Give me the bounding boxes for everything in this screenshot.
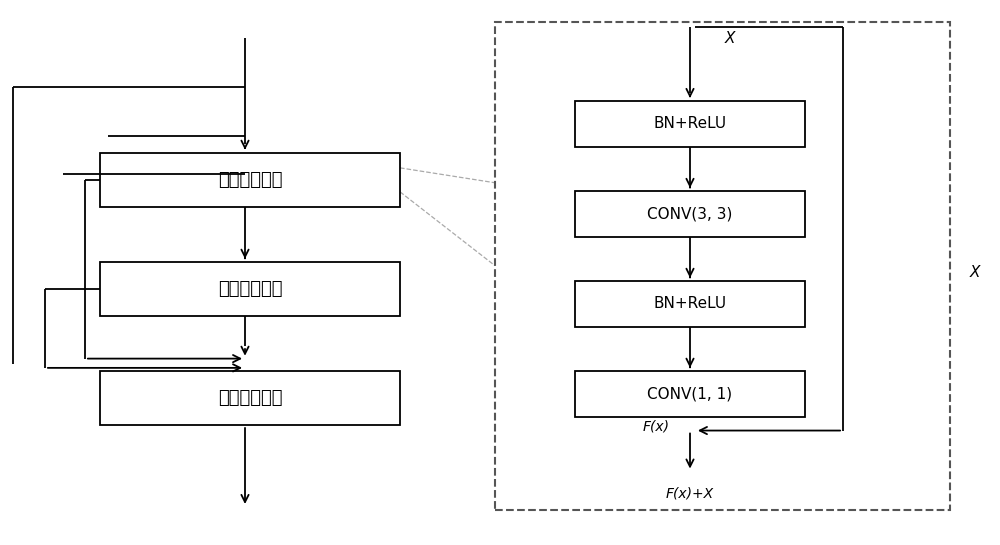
Text: 密集连接单元: 密集连接单元 — [218, 171, 282, 189]
Text: X: X — [725, 31, 735, 46]
FancyBboxPatch shape — [575, 371, 805, 417]
Text: F(x)+X: F(x)+X — [666, 486, 714, 500]
Text: 密集连接单元: 密集连接单元 — [218, 280, 282, 298]
Text: 密集链接单元: 密集链接单元 — [218, 389, 282, 407]
Text: CONV(3, 3): CONV(3, 3) — [647, 207, 733, 221]
Text: BN+ReLU: BN+ReLU — [653, 117, 727, 131]
FancyBboxPatch shape — [100, 153, 400, 207]
FancyBboxPatch shape — [100, 262, 400, 316]
Text: BN+ReLU: BN+ReLU — [653, 296, 727, 311]
FancyBboxPatch shape — [575, 101, 805, 147]
FancyBboxPatch shape — [100, 371, 400, 425]
FancyBboxPatch shape — [575, 281, 805, 327]
FancyBboxPatch shape — [575, 191, 805, 237]
Text: X: X — [970, 265, 980, 280]
Text: CONV(1, 1): CONV(1, 1) — [647, 386, 733, 401]
Text: F(x): F(x) — [643, 420, 670, 434]
